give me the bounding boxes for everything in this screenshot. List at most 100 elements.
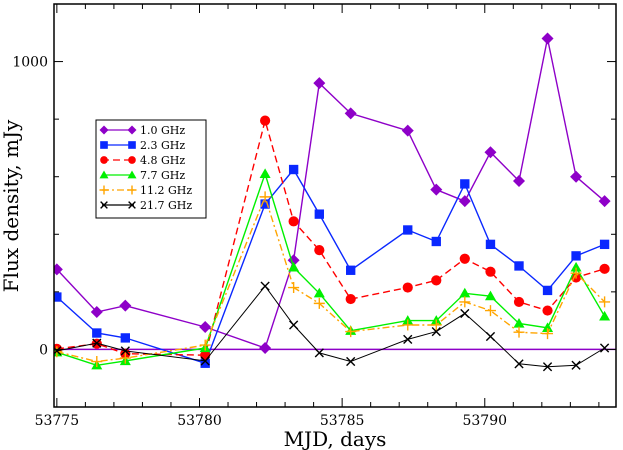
- data-point-7-7-ghz: [599, 310, 611, 321]
- data-point-21-7-ghz: [120, 346, 130, 356]
- series-line-11-2-ghz: [56, 194, 606, 363]
- legend-marker: [128, 156, 136, 164]
- data-point-21-7-ghz: [346, 356, 356, 367]
- data-point-21-7-ghz: [431, 326, 441, 337]
- x-axis-label: MJD, days: [284, 427, 387, 450]
- data-point-2-3-ghz: [542, 285, 553, 296]
- data-point-2-3-ghz: [314, 209, 324, 219]
- legend-label: 4.8 GHz: [140, 154, 185, 167]
- x-tick-label: 53785: [320, 413, 365, 429]
- data-point-2-3-ghz: [92, 328, 102, 338]
- data-point-1-0-ghz: [90, 306, 103, 319]
- data-point-2-3-ghz: [54, 292, 62, 302]
- y-tick-label: 1000: [12, 55, 48, 71]
- data-point-11-2-ghz: [542, 328, 554, 340]
- legend-marker: [99, 185, 109, 195]
- series-line-21-7-ghz: [56, 285, 605, 368]
- data-point-11-2-ghz: [288, 282, 300, 294]
- legend-marker: [127, 185, 137, 195]
- series-line-1-0-ghz: [56, 38, 606, 349]
- legend-entry-4-8-ghz: 4.8 GHz: [100, 154, 185, 167]
- legend-marker: [100, 156, 108, 164]
- data-point-4-8-ghz: [345, 293, 356, 305]
- data-point-4-8-ghz: [288, 216, 299, 227]
- data-point-7-7-ghz: [459, 287, 471, 298]
- legend-marker: [127, 125, 137, 135]
- data-point-11-2-ghz: [345, 326, 357, 338]
- legend-label: 7.7 GHz: [140, 169, 185, 182]
- x-tick-label: 53780: [177, 413, 222, 429]
- legend-marker: [99, 170, 109, 179]
- legend-box: [95, 119, 207, 219]
- data-point-11-2-ghz: [259, 191, 271, 203]
- series-1-0-ghz: [54, 32, 611, 354]
- data-point-1-0-ghz: [570, 170, 583, 183]
- data-point-4-8-ghz: [513, 296, 525, 308]
- data-point-1-0-ghz: [458, 195, 471, 208]
- data-point-4-8-ghz: [485, 266, 496, 277]
- data-point-2-3-ghz: [403, 225, 413, 235]
- data-point-2-3-ghz: [260, 199, 270, 209]
- data-point-1-0-ghz: [54, 263, 63, 276]
- data-point-2-3-ghz: [514, 261, 524, 271]
- plot-frame: [53, 3, 617, 408]
- data-point-21-7-ghz: [260, 281, 270, 291]
- series-line-2-3-ghz: [56, 168, 605, 365]
- data-point-2-3-ghz: [485, 239, 496, 250]
- legend-marker: [99, 125, 109, 135]
- data-point-11-2-ghz: [430, 319, 442, 331]
- data-point-11-2-ghz: [119, 352, 131, 364]
- data-point-11-2-ghz: [459, 296, 471, 308]
- legend-marker: [100, 201, 108, 209]
- legend-entry-7-7-ghz: 7.7 GHz: [99, 169, 185, 182]
- data-point-2-3-ghz: [120, 333, 130, 343]
- data-point-4-8-ghz: [599, 263, 610, 274]
- data-point-1-0-ghz: [598, 195, 611, 208]
- data-point-21-7-ghz: [460, 308, 470, 319]
- data-point-11-2-ghz: [570, 267, 582, 279]
- data-point-1-0-ghz: [484, 146, 497, 159]
- data-point-1-0-ghz: [401, 124, 414, 137]
- data-point-7-7-ghz: [288, 261, 300, 272]
- series-layer: [54, 32, 616, 372]
- data-point-7-7-ghz: [542, 322, 554, 332]
- data-point-21-7-ghz: [514, 359, 524, 369]
- data-point-7-7-ghz: [259, 168, 271, 178]
- data-point-1-0-ghz: [199, 320, 212, 333]
- data-point-7-7-ghz: [570, 261, 582, 272]
- data-point-2-3-ghz: [571, 251, 581, 261]
- data-point-1-0-ghz: [430, 183, 443, 196]
- data-point-21-7-ghz: [571, 360, 581, 370]
- data-point-21-7-ghz: [599, 343, 610, 353]
- legend-entry-21-7-ghz: 21.7 GHz: [100, 199, 192, 212]
- y-axis-label: Flux density, mJy: [0, 119, 23, 292]
- data-point-2-3-ghz: [346, 265, 356, 275]
- data-point-1-0-ghz: [119, 299, 132, 312]
- legend: 1.0 GHz 2.3 GHz 4.8 GHz 7.7 GHz 11.2 GHz 21.7…: [95, 119, 207, 219]
- legend-label: 1.0 GHz: [140, 124, 185, 137]
- data-point-7-7-ghz: [513, 318, 525, 328]
- y-tick-label: 0: [39, 342, 48, 358]
- legend-marker: [128, 201, 136, 209]
- data-point-4-8-ghz: [542, 305, 553, 316]
- data-point-11-2-ghz: [513, 326, 525, 338]
- series-11-2-ghz: [54, 191, 611, 368]
- data-point-4-8-ghz: [402, 282, 413, 293]
- data-point-21-7-ghz: [92, 338, 102, 348]
- data-point-11-2-ghz: [199, 339, 211, 351]
- data-point-4-8-ghz: [260, 115, 271, 126]
- data-point-2-3-ghz: [460, 179, 470, 189]
- data-point-2-3-ghz: [599, 239, 610, 250]
- legend-entry-11-2-ghz: 11.2 GHz: [99, 184, 192, 197]
- legend-entry-2-3-ghz: 2.3 GHz: [100, 139, 185, 152]
- data-point-21-7-ghz: [403, 334, 413, 344]
- data-point-2-3-ghz: [288, 164, 299, 175]
- series-line-7-7-ghz: [56, 171, 606, 367]
- data-point-2-3-ghz: [431, 236, 441, 247]
- data-point-21-7-ghz: [314, 348, 324, 358]
- legend-label: 11.2 GHz: [140, 184, 192, 197]
- data-point-4-8-ghz: [459, 253, 470, 264]
- data-point-11-2-ghz: [91, 356, 103, 368]
- data-point-2-3-ghz: [200, 358, 210, 368]
